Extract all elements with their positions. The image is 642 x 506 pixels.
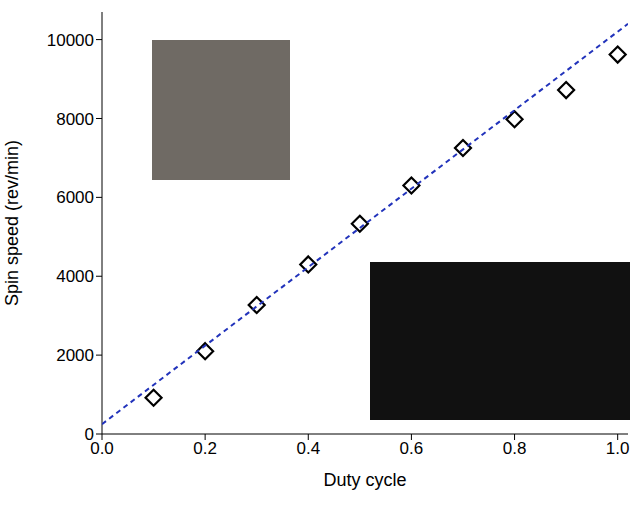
svg-text:0.0: 0.0 <box>90 439 114 459</box>
svg-text:0.6: 0.6 <box>400 439 424 458</box>
svg-text:1.0: 1.0 <box>606 439 630 458</box>
svg-text:8000: 8000 <box>56 110 94 129</box>
svg-text:0.8: 0.8 <box>503 439 527 458</box>
svg-text:10000: 10000 <box>47 31 94 50</box>
svg-text:0.4: 0.4 <box>296 439 320 458</box>
svg-text:Duty cycle: Duty cycle <box>323 470 406 490</box>
svg-text:4000: 4000 <box>56 267 94 286</box>
svg-text:Spin speed (rev/min): Spin speed (rev/min) <box>2 140 22 306</box>
svg-text:2000: 2000 <box>56 346 94 365</box>
svg-text:6000: 6000 <box>56 188 94 207</box>
svg-text:0.2: 0.2 <box>193 439 217 458</box>
svg-text:0: 0 <box>85 425 94 444</box>
